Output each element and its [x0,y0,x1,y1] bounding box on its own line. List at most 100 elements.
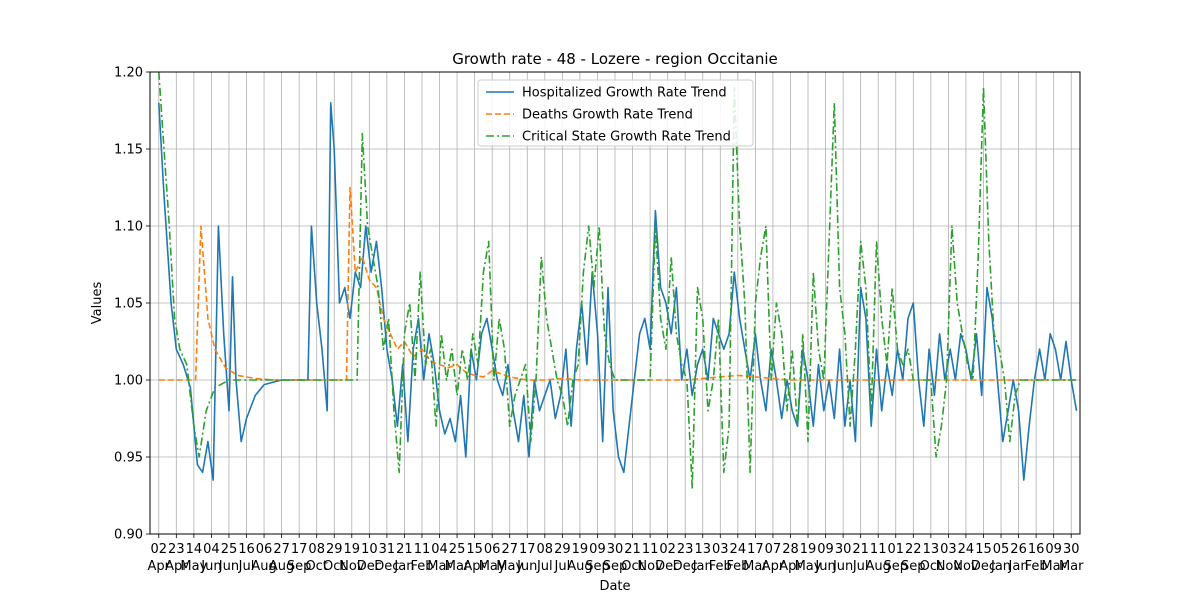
legend-label-3: Critical State Growth Rate Trend [522,130,731,145]
x-tick-month: Oct [621,559,643,574]
x-tick-month: Feb [709,559,732,574]
x-tick-month: Jul [238,559,255,574]
x-tick-day: 25 [449,542,466,557]
x-tick-day: 25 [221,542,238,557]
x-tick-month: Feb [1025,559,1048,574]
x-tick-day: 14 [186,542,203,557]
x-tick-month: Jun [516,559,537,574]
x-tick-day: 21 [396,542,413,557]
x-tick-day: 17 [291,542,308,557]
x-tick-month: Aug [251,559,276,574]
x-tick-day: 21 [624,542,641,557]
x-tick-month: Oct [323,559,345,574]
x-tick-day: 03 [712,542,729,557]
x-tick-day: 29 [554,542,571,557]
x-tick-day: 21 [852,542,869,557]
x-tick-month: Mar [445,559,470,574]
x-tick-month: Jul [536,559,553,574]
x-tick-month: Mar [427,559,452,574]
x-tick-month: Apr [779,559,802,574]
y-tick-label: 1.00 [114,374,143,389]
legend-box [477,79,754,147]
x-tick-month: Oct [920,559,942,574]
x-tick-month: Apr [165,559,188,574]
x-tick-month: Nov [339,559,365,574]
x-tick-month: Aug [269,559,294,574]
x-tick-month: Sep [883,559,908,574]
y-tick-label: 1.10 [114,220,143,235]
x-tick-day: 13 [694,542,711,557]
chart-title: Growth rate - 48 - Lozere - region Occit… [452,50,778,68]
legend: Hospitalized Growth Rate Trend Deaths Gro… [477,79,754,147]
y-tick-label: 1.15 [114,143,143,158]
x-tick-month: Aug [567,559,592,574]
x-tick-day: 17 [747,542,764,557]
x-tick-day: 09 [1045,542,1062,557]
x-tick-day: 22 [905,542,922,557]
x-tick-month: Sep [603,559,628,574]
x-tick-day: 06 [256,542,273,557]
x-tick-day: 19 [344,542,361,557]
x-tick-month: Nov [936,559,962,574]
y-axis-label: Values [90,282,105,325]
x-tick-month: Feb [726,559,749,574]
x-tick-day: 16 [238,542,255,557]
x-tick-day: 19 [800,542,817,557]
x-tick-month: May [496,559,523,574]
x-tick-day: 27 [501,542,518,557]
x-tick-day: 28 [782,542,799,557]
x-tick-day: 06 [484,542,501,557]
x-tick-month: May [180,559,207,574]
x-tick-day: 30 [835,542,852,557]
x-tick-month: Apr [148,559,171,574]
x-tick-month: Jan [1008,559,1029,574]
x-tick-day: 30 [1063,542,1080,557]
x-tick-month: Jul [554,559,571,574]
x-tick-month: Dec [971,559,996,574]
x-tick-day: 24 [730,542,747,557]
x-axis-ticks: 02Apr23Apr14May04Jun25Jun16Jul06Aug27Aug… [148,534,1084,574]
x-tick-month: Nov [637,559,663,574]
x-tick-day: 11 [870,542,887,557]
x-tick-day: 29 [326,542,343,557]
x-tick-month: Jan [990,559,1011,574]
x-tick-month: Dec [357,559,382,574]
x-tick-day: 17 [519,542,536,557]
x-tick-month: Jun [832,559,853,574]
x-tick-month: Sep [287,559,312,574]
x-tick-day: 15 [975,542,992,557]
y-tick-label: 0.90 [114,528,143,543]
x-tick-day: 15 [466,542,483,557]
x-tick-month: Mar [1059,559,1084,574]
x-tick-month: Oct [305,559,327,574]
x-tick-day: 16 [1028,542,1045,557]
x-tick-day: 08 [308,542,325,557]
x-tick-day: 07 [765,542,782,557]
x-tick-month: Jun [218,559,239,574]
grid-lines [150,71,1080,535]
series-line-3 [158,72,1077,489]
x-tick-day: 11 [642,542,659,557]
x-tick-month: May [479,559,506,574]
x-tick-day: 10 [361,542,378,557]
x-tick-month: Sep [901,559,926,574]
y-tick-label: 0.95 [114,451,143,466]
x-tick-day: 04 [431,542,448,557]
x-axis-label: Date [599,579,630,594]
x-tick-month: Jun [200,559,221,574]
x-tick-day: 23 [677,542,694,557]
x-tick-month: Sep [585,559,610,574]
legend-label-1: Hospitalized Growth Rate Trend [522,86,727,101]
x-tick-day: 19 [572,542,589,557]
x-tick-day: 27 [273,542,290,557]
x-tick-day: 11 [414,542,431,557]
x-tick-day: 30 [607,542,624,557]
x-tick-day: 24 [958,542,975,557]
y-tick-label: 1.05 [114,297,143,312]
y-axis-ticks: 0.90 0.95 1.00 1.05 1.10 1.15 1.20 [114,66,150,543]
x-tick-month: Jul [852,559,869,574]
x-tick-day: 03 [940,542,957,557]
series-layer [158,72,1078,489]
x-tick-month: Aug [866,559,891,574]
